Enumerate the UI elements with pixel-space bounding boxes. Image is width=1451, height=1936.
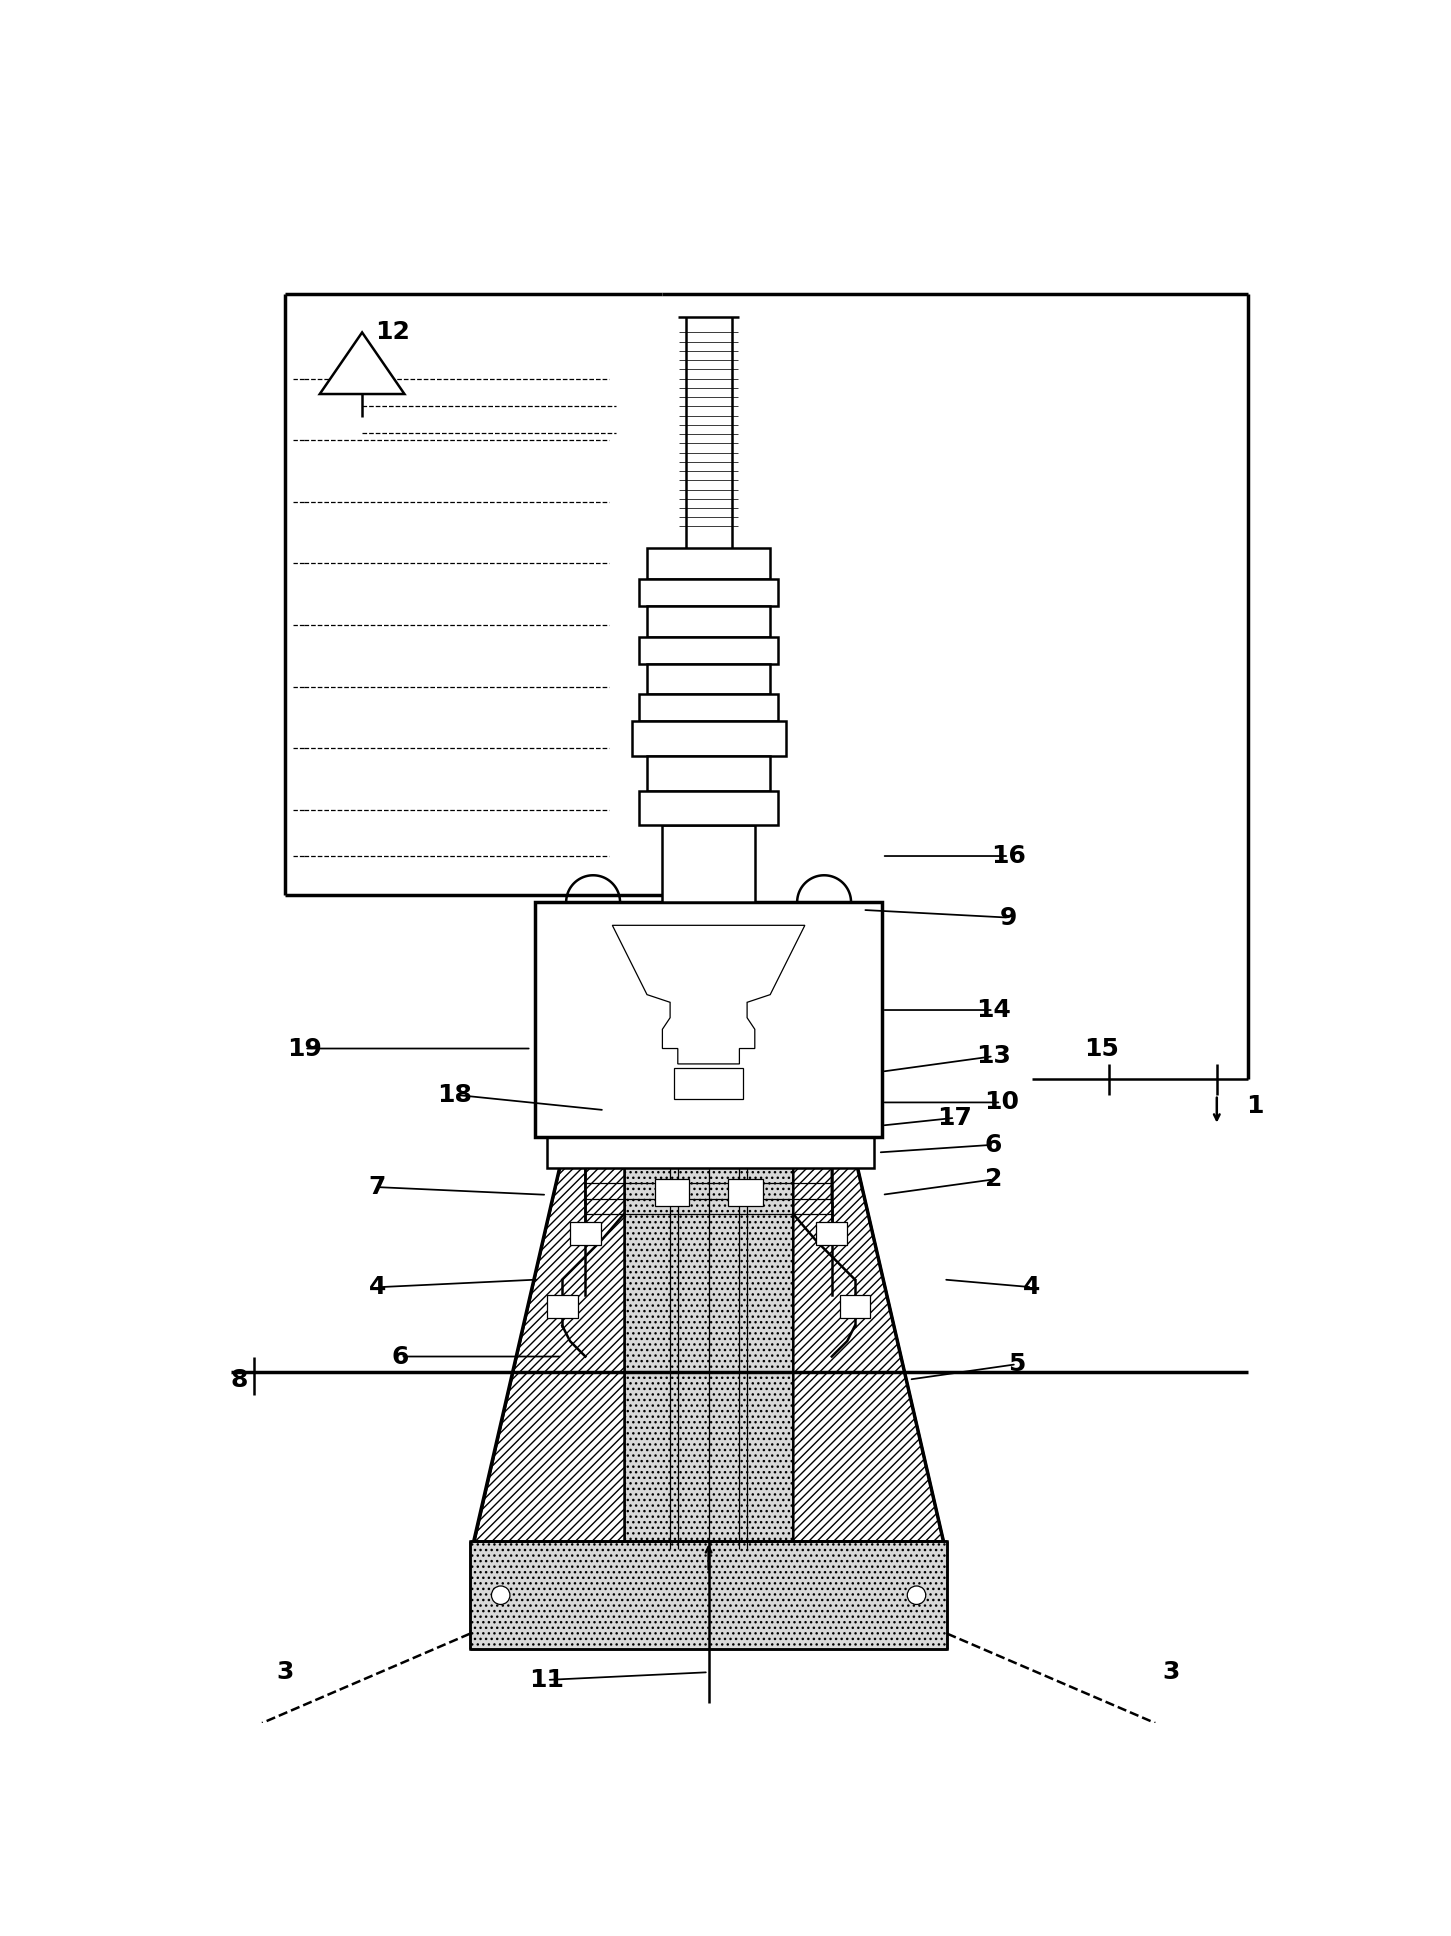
Bar <box>673 1069 743 1098</box>
Text: 15: 15 <box>1084 1036 1119 1061</box>
Circle shape <box>492 1586 509 1605</box>
Bar <box>593 1121 829 1136</box>
Bar <box>640 637 778 664</box>
Text: 17: 17 <box>937 1105 972 1131</box>
Text: 3: 3 <box>276 1661 293 1684</box>
Bar <box>654 1179 689 1206</box>
Bar <box>647 755 770 790</box>
Text: 3: 3 <box>1162 1661 1180 1684</box>
Polygon shape <box>319 333 405 395</box>
Polygon shape <box>794 1156 943 1541</box>
Text: 16: 16 <box>991 844 1026 867</box>
Text: 10: 10 <box>984 1090 1019 1115</box>
Text: 14: 14 <box>977 999 1011 1022</box>
Bar <box>640 790 778 825</box>
Text: 11: 11 <box>530 1669 564 1692</box>
Bar <box>570 1222 601 1245</box>
Bar <box>547 1295 577 1318</box>
Bar <box>640 695 778 722</box>
Polygon shape <box>474 1156 624 1541</box>
Bar <box>470 1541 948 1649</box>
Text: 1: 1 <box>1246 1094 1264 1119</box>
Text: 2: 2 <box>985 1167 1003 1191</box>
Text: 7: 7 <box>369 1175 386 1198</box>
Bar <box>640 579 778 606</box>
Polygon shape <box>612 925 805 1065</box>
Bar <box>840 1295 871 1318</box>
Bar <box>547 1136 874 1167</box>
Text: 18: 18 <box>437 1082 472 1107</box>
Bar <box>535 902 882 1136</box>
Text: 8: 8 <box>231 1367 248 1392</box>
Bar <box>728 1179 763 1206</box>
Polygon shape <box>624 1156 794 1541</box>
Text: 12: 12 <box>376 321 411 345</box>
Text: 19: 19 <box>287 1036 322 1061</box>
Text: 5: 5 <box>1008 1351 1026 1376</box>
Bar <box>631 722 785 755</box>
Text: 6: 6 <box>985 1133 1003 1158</box>
Bar <box>647 664 770 695</box>
Bar <box>647 606 770 637</box>
Text: 13: 13 <box>977 1044 1011 1069</box>
Bar <box>817 1222 847 1245</box>
Bar <box>647 548 770 579</box>
Text: 4: 4 <box>369 1276 386 1299</box>
Text: 4: 4 <box>1023 1276 1040 1299</box>
Circle shape <box>907 1586 926 1605</box>
Text: 6: 6 <box>392 1344 409 1369</box>
Text: 9: 9 <box>1000 906 1017 929</box>
Bar <box>663 825 755 902</box>
